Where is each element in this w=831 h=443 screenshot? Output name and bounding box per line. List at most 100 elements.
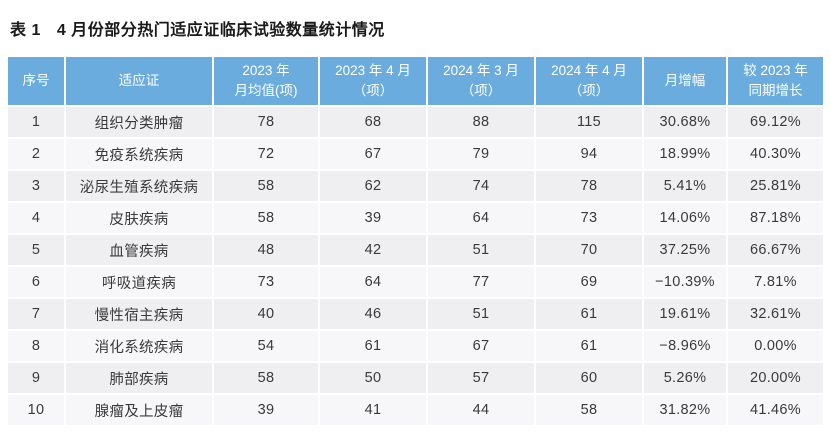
cell-mar_2024: 51 [428, 299, 534, 329]
cell-index: 5 [8, 235, 64, 265]
cell-apr_2024: 58 [536, 395, 642, 425]
cell-mar_2024: 64 [428, 203, 534, 233]
cell-yoy_growth: 0.00% [728, 331, 823, 361]
cell-avg_2023: 40 [214, 299, 318, 329]
cell-index: 4 [8, 203, 64, 233]
cell-avg_2023: 58 [214, 363, 318, 393]
cell-mom_growth: −8.96% [644, 331, 726, 361]
cell-apr_2024: 61 [536, 331, 642, 361]
cell-yoy_growth: 69.12% [728, 107, 823, 137]
cell-avg_2023: 73 [214, 267, 318, 297]
cell-mom_growth: 18.99% [644, 139, 726, 169]
cell-indication: 腺瘤及上皮瘤 [66, 395, 212, 425]
cell-avg_2023: 58 [214, 171, 318, 201]
cell-apr_2024: 94 [536, 139, 642, 169]
cell-yoy_growth: 66.67% [728, 235, 823, 265]
cell-mom_growth: 37.25% [644, 235, 726, 265]
table-title-text: 4 月份部分热门适应证临床试验数量统计情况 [56, 22, 385, 39]
cell-avg_2023: 78 [214, 107, 318, 137]
cell-avg_2023: 48 [214, 235, 318, 265]
cell-mar_2024: 74 [428, 171, 534, 201]
column-header-apr-2024: 2024 年 4 月 （项） [536, 57, 642, 105]
cell-mom_growth: 14.06% [644, 203, 726, 233]
cell-indication: 慢性宿主疾病 [66, 299, 212, 329]
clinical-trials-table: 序号 适应证 2023 年 月均值(项) 2023 年 4 月 （项） 2024… [6, 55, 825, 427]
cell-mar_2024: 57 [428, 363, 534, 393]
table-row: 1 组织分类肿瘤 78 68 88 115 30.68% 69.12% [8, 107, 823, 137]
cell-index: 3 [8, 171, 64, 201]
table-row: 5 血管疾病 48 42 51 70 37.25% 66.67% [8, 235, 823, 265]
cell-yoy_growth: 25.81% [728, 171, 823, 201]
cell-mom_growth: −10.39% [644, 267, 726, 297]
table-title: 表 1 4 月份部分热门适应证临床试验数量统计情况 [10, 16, 385, 40]
cell-indication: 呼吸道疾病 [66, 267, 212, 297]
cell-mar_2024: 79 [428, 139, 534, 169]
cell-yoy_growth: 40.30% [728, 139, 823, 169]
cell-mom_growth: 31.82% [644, 395, 726, 425]
cell-apr_2023: 46 [320, 299, 426, 329]
cell-yoy_growth: 20.00% [728, 363, 823, 393]
cell-avg_2023: 72 [214, 139, 318, 169]
cell-mom_growth: 19.61% [644, 299, 726, 329]
cell-indication: 消化系统疾病 [66, 331, 212, 361]
column-header-avg-2023: 2023 年 月均值(项) [214, 57, 318, 105]
cell-apr_2023: 41 [320, 395, 426, 425]
column-header-index: 序号 [8, 57, 64, 105]
cell-indication: 免疫系统疾病 [66, 139, 212, 169]
table-row: 4 皮肤疾病 58 39 64 73 14.06% 87.18% [8, 203, 823, 233]
cell-apr_2023: 68 [320, 107, 426, 137]
cell-index: 9 [8, 363, 64, 393]
cell-mom_growth: 5.26% [644, 363, 726, 393]
table-title-label: 表 1 [10, 22, 41, 39]
cell-mom_growth: 5.41% [644, 171, 726, 201]
cell-indication: 泌尿生殖系统疾病 [66, 171, 212, 201]
cell-apr_2024: 61 [536, 299, 642, 329]
table-row: 10 腺瘤及上皮瘤 39 41 44 58 31.82% 41.46% [8, 395, 823, 425]
cell-indication: 肺部疾病 [66, 363, 212, 393]
column-header-indication: 适应证 [66, 57, 212, 105]
cell-apr_2024: 73 [536, 203, 642, 233]
cell-apr_2023: 39 [320, 203, 426, 233]
cell-yoy_growth: 87.18% [728, 203, 823, 233]
cell-yoy_growth: 41.46% [728, 395, 823, 425]
cell-index: 7 [8, 299, 64, 329]
table-row: 6 呼吸道疾病 73 64 77 69 −10.39% 7.81% [8, 267, 823, 297]
cell-index: 8 [8, 331, 64, 361]
cell-apr_2024: 70 [536, 235, 642, 265]
cell-indication: 血管疾病 [66, 235, 212, 265]
column-header-yoy-growth: 较 2023 年 同期增长 [728, 57, 823, 105]
table-header-row: 序号 适应证 2023 年 月均值(项) 2023 年 4 月 （项） 2024… [8, 57, 823, 105]
cell-apr_2023: 61 [320, 331, 426, 361]
cell-mom_growth: 30.68% [644, 107, 726, 137]
cell-indication: 皮肤疾病 [66, 203, 212, 233]
cell-mar_2024: 88 [428, 107, 534, 137]
cell-index: 1 [8, 107, 64, 137]
cell-mar_2024: 67 [428, 331, 534, 361]
cell-mar_2024: 51 [428, 235, 534, 265]
cell-yoy_growth: 32.61% [728, 299, 823, 329]
column-header-apr-2023: 2023 年 4 月 （项） [320, 57, 426, 105]
column-header-mom-growth: 月增幅 [644, 57, 726, 105]
cell-apr_2024: 115 [536, 107, 642, 137]
cell-apr_2024: 60 [536, 363, 642, 393]
cell-avg_2023: 54 [214, 331, 318, 361]
cell-mar_2024: 77 [428, 267, 534, 297]
cell-apr_2024: 69 [536, 267, 642, 297]
cell-mar_2024: 44 [428, 395, 534, 425]
cell-apr_2023: 62 [320, 171, 426, 201]
cell-yoy_growth: 7.81% [728, 267, 823, 297]
cell-apr_2023: 64 [320, 267, 426, 297]
table-row: 3 泌尿生殖系统疾病 58 62 74 78 5.41% 25.81% [8, 171, 823, 201]
column-header-mar-2024: 2024 年 3 月 （项） [428, 57, 534, 105]
table-header: 序号 适应证 2023 年 月均值(项) 2023 年 4 月 （项） 2024… [8, 57, 823, 105]
cell-apr_2023: 42 [320, 235, 426, 265]
table-row: 7 慢性宿主疾病 40 46 51 61 19.61% 32.61% [8, 299, 823, 329]
table-row: 2 免疫系统疾病 72 67 79 94 18.99% 40.30% [8, 139, 823, 169]
cell-avg_2023: 58 [214, 203, 318, 233]
cell-avg_2023: 39 [214, 395, 318, 425]
cell-index: 6 [8, 267, 64, 297]
cell-apr_2023: 67 [320, 139, 426, 169]
table-body: 1 组织分类肿瘤 78 68 88 115 30.68% 69.12% 2 免疫系统疾病 72 67 7… [8, 107, 823, 425]
table-row: 8 消化系统疾病 54 61 67 61 −8.96% 0.00% [8, 331, 823, 361]
